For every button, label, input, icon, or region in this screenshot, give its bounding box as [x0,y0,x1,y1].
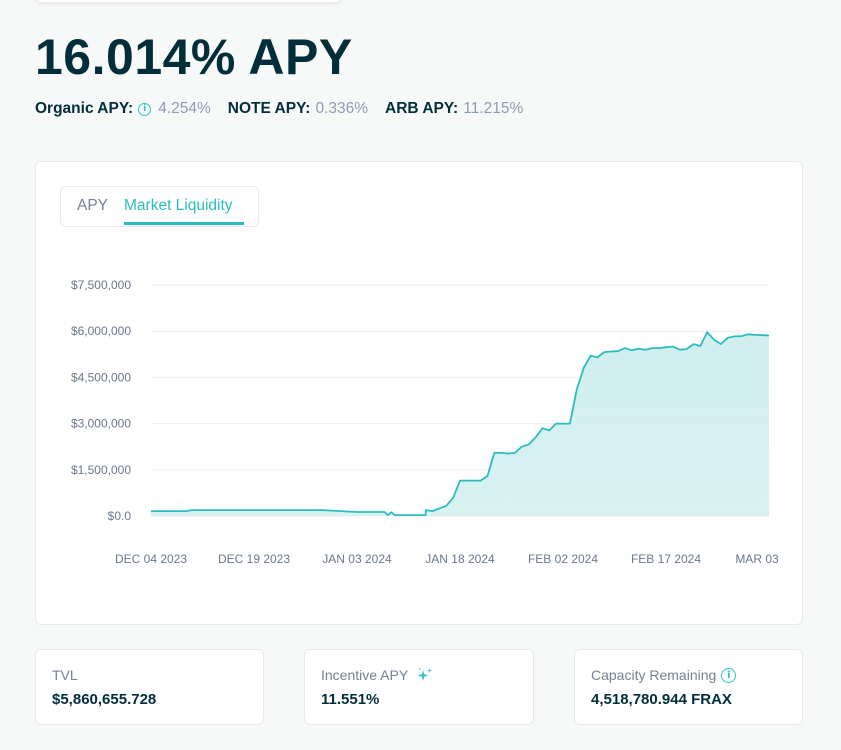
chart-card: $0.0 $1,500,000 $3,000,000 $4,500,000 $6,000… [35,161,803,625]
tab-market-liquidity[interactable]: Market Liquidity [124,197,233,214]
capacity-remaining-label-text: Capacity Remaining [591,667,717,683]
x-tick-label: DEC 04 2023 [115,552,187,566]
y-tick-label: $0.0 [108,509,132,523]
organic-apy-value: 4.254% [158,100,211,117]
x-tick-label: MAR 03 [735,552,779,566]
organic-apy-label: Organic APY: [35,100,134,117]
top-panel-edge [36,0,341,2]
capacity-remaining-card: Capacity Remaining i 4,518,780.944 FRAX [574,649,803,725]
capacity-remaining-value: 4,518,780.944 FRAX [591,691,732,708]
liquidity-line[interactable] [151,331,770,516]
chart-tabs: APY Market Liquidity [60,186,259,227]
x-tick-label: JAN 03 2024 [322,552,392,566]
incentive-apy-card: Incentive APY 11.551% [304,649,534,725]
note-apy-value: 0.336% [315,100,369,117]
y-tick-label: $1,500,000 [71,463,131,477]
tvl-label-text: TVL [52,667,78,683]
market-liquidity-chart: $0.0 $1,500,000 $3,000,000 $4,500,000 $6,000… [71,278,779,566]
tvl-label: TVL [52,667,78,683]
organic-apy: Organic APY: i 4.254% [35,100,211,118]
arb-apy-value: 11.215% [463,100,524,117]
liquidity-area [151,332,769,516]
x-tick-label: DEC 19 2023 [218,552,290,566]
y-tick-label: $7,500,000 [71,278,131,292]
info-icon[interactable]: i [721,667,737,683]
arb-apy: ARB APY: 11.215% [385,100,523,118]
x-tick-label: FEB 17 2024 [631,552,701,566]
total-apy-headline: 16.014% APY [35,29,353,85]
x-tick-label: JAN 18 2024 [425,552,495,566]
tab-apy[interactable]: APY [77,197,109,214]
note-apy: NOTE APY: 0.336% [228,100,368,118]
info-icon[interactable]: i [138,102,152,116]
note-apy-label: NOTE APY: [227,100,311,117]
active-tab-indicator [124,222,244,225]
capacity-remaining-label: Capacity Remaining i [591,667,743,683]
incentive-apy-value: 11.551% [321,691,380,708]
x-tick-label: FEB 02 2024 [528,552,598,566]
arb-apy-label: ARB APY: [385,100,459,117]
y-tick-label: $4,500,000 [71,370,131,384]
tvl-card: TVL $5,860,655.728 [35,649,264,725]
incentive-apy-label-text: Incentive APY [321,667,409,683]
y-tick-label: $6,000,000 [71,324,131,338]
tvl-value: $5,860,655.728 [52,691,157,708]
incentive-apy-label: Incentive APY [321,667,434,683]
y-tick-label: $3,000,000 [71,417,131,431]
apy-breakdown: Organic APY: i 4.254% NOTE APY: 0.336% A… [35,100,540,118]
sparkle-icon [416,667,434,683]
